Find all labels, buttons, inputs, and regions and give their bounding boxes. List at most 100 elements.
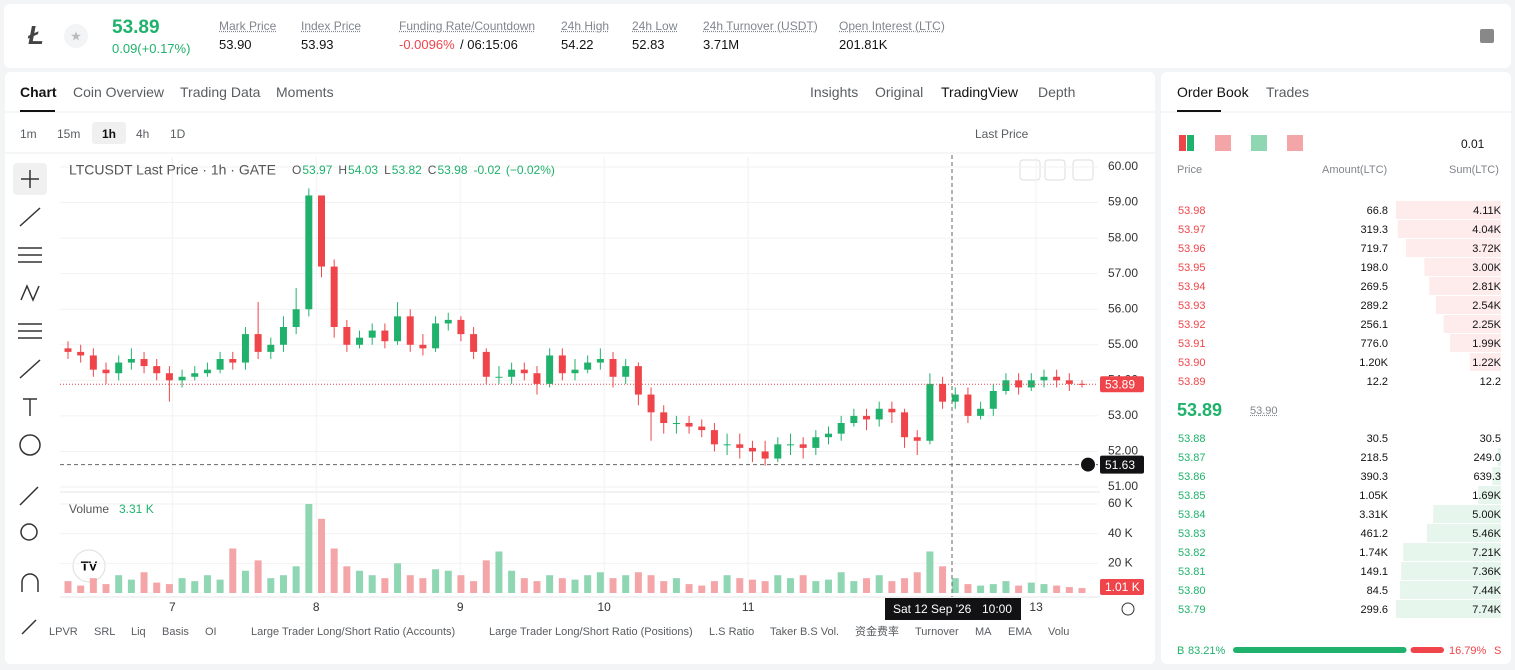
indicator[interactable]: OI: [205, 626, 217, 638]
candle-body: [736, 444, 744, 448]
volume-bar: [406, 575, 414, 593]
scroll-button[interactable]: [1019, 159, 1041, 181]
candle-body: [229, 359, 237, 363]
volume-bar: [216, 579, 224, 593]
ob-amount: 84.5: [1366, 585, 1388, 597]
indicator[interactable]: L.S Ratio: [709, 626, 755, 638]
volume-bar: [1027, 582, 1035, 593]
ob-price: 53.94: [1178, 281, 1206, 293]
view-tab[interactable]: Insights: [810, 84, 859, 100]
ob-price: 53.81: [1178, 566, 1206, 578]
interval[interactable]: 1D: [170, 127, 186, 141]
indicator[interactable]: Volu: [1048, 626, 1070, 638]
sell-ratio: 16.79%: [1449, 645, 1487, 657]
view-tab[interactable]: Depth: [1038, 84, 1076, 100]
volume-bar: [875, 575, 883, 593]
y-tick-label: 59.00: [1108, 195, 1138, 209]
ob-tick[interactable]: 0.01: [1461, 137, 1485, 151]
view-tab[interactable]: TradingView: [941, 84, 1019, 100]
candle-body: [546, 355, 554, 384]
add-order-button: [1081, 457, 1095, 472]
volume-bar: [115, 575, 123, 593]
indicator[interactable]: Turnover: [915, 626, 959, 638]
volume-bar: [901, 578, 909, 593]
settings-icon[interactable]: [1121, 602, 1135, 616]
candle-body: [812, 437, 820, 448]
ob-price: 53.98: [1178, 205, 1206, 217]
ob-price: 53.96: [1178, 243, 1206, 255]
candle-body: [394, 316, 402, 342]
volume-bar: [951, 578, 959, 593]
ob-column: Price: [1177, 164, 1203, 176]
candle-body: [241, 334, 249, 363]
interval[interactable]: 1m: [20, 127, 37, 141]
indicator[interactable]: MA: [975, 626, 992, 638]
settings-icon[interactable]: [1480, 29, 1494, 43]
ob-tab[interactable]: Order Book: [1177, 84, 1249, 100]
collapse-button[interactable]: [1044, 159, 1066, 181]
volume-bar: [267, 578, 275, 593]
candle-body: [863, 415, 871, 420]
volume-bar: [330, 548, 338, 593]
volume-bar: [698, 585, 706, 593]
volume-bar: [89, 578, 97, 593]
chart-tab[interactable]: Coin Overview: [73, 84, 165, 100]
ob-price: 53.79: [1178, 604, 1206, 616]
interval[interactable]: 15m: [57, 127, 81, 141]
indicator[interactable]: SRL: [94, 626, 116, 638]
volume-bar: [178, 578, 186, 593]
depth-bar: [1497, 448, 1501, 466]
interval[interactable]: 1h: [102, 127, 117, 141]
ob-sum: 2.54K: [1472, 300, 1501, 312]
candle-body: [330, 266, 338, 327]
candle-body: [1040, 376, 1048, 381]
indicator[interactable]: Taker B.S Vol.: [770, 626, 840, 638]
candle-body: [457, 319, 465, 335]
view-tab[interactable]: Original: [875, 84, 924, 100]
ob-amount: 319.3: [1360, 224, 1388, 236]
indicator[interactable]: Basis: [162, 626, 189, 638]
volume-bar: [786, 578, 794, 593]
ob-tab[interactable]: Trades: [1266, 84, 1310, 100]
candle-body: [989, 391, 997, 409]
drawing-tools[interactable]: [18, 170, 42, 635]
volume-bar: [1053, 585, 1061, 593]
volume-bar: [888, 581, 896, 593]
chart-tab[interactable]: Moments: [276, 84, 334, 100]
candle-body: [203, 369, 211, 374]
indicator[interactable]: 资金费率: [855, 626, 899, 638]
ob-amount: 30.5: [1366, 433, 1388, 445]
indicator[interactable]: Large Trader Long/Short Ratio (Positions…: [489, 626, 693, 638]
volume-bar: [799, 575, 807, 593]
stat-value: 53.93: [301, 37, 334, 52]
candle-body: [127, 359, 135, 363]
indicator[interactable]: Liq: [131, 626, 146, 638]
ob-price: 53.82: [1178, 547, 1206, 559]
volume-bar: [381, 578, 389, 593]
candle-body: [381, 330, 389, 342]
interval[interactable]: 4h: [136, 127, 150, 141]
candle-body: [77, 351, 85, 356]
depth-bar: [1443, 315, 1501, 333]
candle-body: [977, 408, 985, 416]
indicator[interactable]: Large Trader Long/Short Ratio (Accounts): [251, 626, 456, 638]
candle-body: [267, 344, 275, 352]
candle-body: [356, 337, 364, 345]
price-source[interactable]: Last Price: [975, 127, 1029, 141]
indicator[interactable]: LPVR: [49, 626, 78, 638]
chart-tab[interactable]: Chart: [20, 84, 57, 100]
volume-bar: [191, 581, 199, 593]
y-tick-label: 60.00: [1108, 159, 1138, 173]
ob-amount: 1.05K: [1359, 490, 1388, 502]
time-hour: 10:00: [982, 602, 1012, 616]
star-button[interactable]: [64, 24, 88, 48]
volume-last-tag: [1100, 579, 1144, 595]
indicator[interactable]: EMA: [1008, 626, 1032, 638]
volume-bar: [989, 584, 997, 593]
ob-sum: 3.00K: [1472, 262, 1501, 274]
x-tick-label: 7: [169, 600, 176, 614]
chart-tab[interactable]: Trading Data: [180, 84, 261, 100]
ob-amount: 1.74K: [1359, 547, 1388, 559]
volume-bar: [318, 518, 325, 593]
reset-button[interactable]: [1072, 159, 1094, 181]
